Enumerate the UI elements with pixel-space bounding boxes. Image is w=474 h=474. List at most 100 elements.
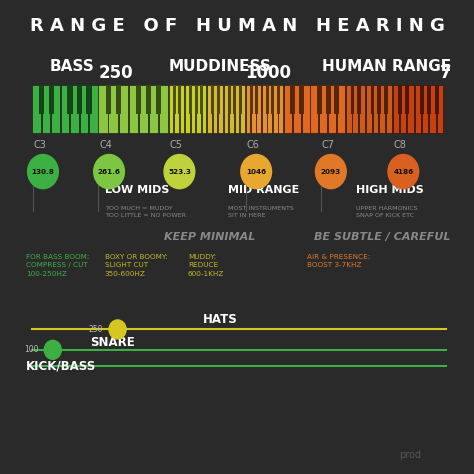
Bar xyxy=(422,85,428,133)
Text: BOXY OR BOOMY:
SLIGHT CUT
350-600HZ: BOXY OR BOOMY: SLIGHT CUT 350-600HZ xyxy=(105,254,167,277)
Text: 261.6: 261.6 xyxy=(98,169,120,174)
Text: C7: C7 xyxy=(321,139,334,150)
Text: KEEP MINIMAL: KEEP MINIMAL xyxy=(164,232,256,242)
Text: KICK/BASS: KICK/BASS xyxy=(26,359,96,373)
Bar xyxy=(136,85,141,114)
Bar xyxy=(373,85,378,133)
Circle shape xyxy=(109,320,126,339)
Bar xyxy=(407,85,414,133)
Bar xyxy=(335,85,339,114)
Bar xyxy=(398,85,402,114)
Text: C5: C5 xyxy=(170,139,182,150)
Bar xyxy=(246,85,250,133)
Text: 250: 250 xyxy=(88,325,103,334)
Bar xyxy=(319,85,327,133)
Bar xyxy=(277,85,280,114)
Bar xyxy=(224,85,228,133)
Circle shape xyxy=(316,155,346,189)
Bar xyxy=(159,85,168,133)
Bar xyxy=(48,85,54,114)
Bar xyxy=(32,85,41,133)
Bar xyxy=(146,85,151,114)
Bar xyxy=(299,85,304,114)
Bar xyxy=(174,85,179,133)
Bar xyxy=(61,85,69,133)
Bar xyxy=(169,85,173,133)
Circle shape xyxy=(388,155,419,189)
Bar xyxy=(185,85,190,133)
Text: SNARE: SNARE xyxy=(90,336,135,349)
Circle shape xyxy=(27,155,58,189)
Bar xyxy=(284,85,292,133)
Text: 1046: 1046 xyxy=(246,169,266,174)
Bar xyxy=(256,85,261,133)
Bar xyxy=(377,85,381,114)
Bar xyxy=(116,85,121,114)
Bar xyxy=(80,85,88,133)
Bar xyxy=(106,85,111,114)
Bar xyxy=(86,85,91,114)
Text: MUDDINESS: MUDDINESS xyxy=(169,59,272,74)
Bar xyxy=(228,85,230,114)
Bar xyxy=(415,85,421,133)
Text: C6: C6 xyxy=(246,139,259,150)
Bar xyxy=(346,85,352,133)
Bar xyxy=(240,85,245,133)
Bar xyxy=(201,85,206,133)
Bar xyxy=(195,85,198,114)
Bar xyxy=(180,85,184,133)
Bar xyxy=(51,85,60,133)
Text: C4: C4 xyxy=(99,139,112,150)
Bar xyxy=(337,85,345,133)
Bar xyxy=(293,85,301,133)
Bar xyxy=(290,85,295,114)
Bar xyxy=(156,85,162,114)
Bar xyxy=(99,85,108,133)
Bar xyxy=(272,85,274,114)
Bar xyxy=(211,85,214,114)
Bar xyxy=(435,85,438,114)
Bar xyxy=(273,85,278,133)
Bar xyxy=(189,85,192,114)
Bar xyxy=(266,85,269,114)
Bar xyxy=(317,85,322,114)
Text: MOST INSTRUMENTS
SIT IN HERE: MOST INSTRUMENTS SIT IN HERE xyxy=(228,206,294,218)
Bar xyxy=(267,85,272,133)
Bar xyxy=(178,85,181,114)
Bar xyxy=(39,85,45,114)
Bar xyxy=(357,85,361,114)
Circle shape xyxy=(164,155,195,189)
Bar xyxy=(196,85,201,133)
Bar xyxy=(233,85,236,114)
Text: prod: prod xyxy=(399,450,421,460)
Bar xyxy=(173,85,176,114)
Text: MUDDY:
REDUCE
600-1KHZ: MUDDY: REDUCE 600-1KHZ xyxy=(188,254,224,277)
Circle shape xyxy=(94,155,124,189)
Bar xyxy=(42,85,50,133)
Bar xyxy=(191,85,195,133)
Bar xyxy=(213,85,217,133)
Text: C8: C8 xyxy=(393,139,406,150)
Bar xyxy=(427,85,431,114)
Bar xyxy=(379,85,385,133)
Bar xyxy=(386,85,392,133)
Text: 2093: 2093 xyxy=(321,169,341,174)
Text: FOR BASS BOOM:
COMPRESS / CUT
100-250HZ: FOR BASS BOOM: COMPRESS / CUT 100-250HZ xyxy=(26,254,89,277)
Text: 4186: 4186 xyxy=(393,169,413,174)
Text: 1000: 1000 xyxy=(246,64,292,82)
Bar xyxy=(328,85,336,133)
Bar xyxy=(420,85,424,114)
Text: MID RANGE: MID RANGE xyxy=(228,184,300,195)
Bar xyxy=(278,85,283,133)
Bar xyxy=(238,85,242,114)
Bar xyxy=(326,85,330,114)
Text: HUMAN RANGE: HUMAN RANGE xyxy=(322,59,451,74)
Bar xyxy=(251,85,255,133)
Bar xyxy=(301,85,310,133)
Bar xyxy=(128,85,138,133)
Bar xyxy=(200,85,203,114)
Text: C3: C3 xyxy=(33,139,46,150)
Bar xyxy=(70,85,79,133)
Text: AIR & PRESENCE:
BOOST 3-7KHZ: AIR & PRESENCE: BOOST 3-7KHZ xyxy=(307,254,371,268)
Bar xyxy=(109,85,118,133)
